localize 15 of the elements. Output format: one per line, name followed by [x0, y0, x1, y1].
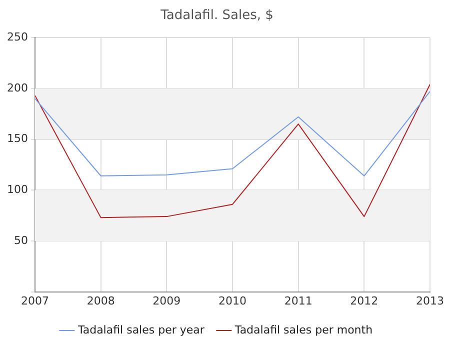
chart-title: Tadalafil. Sales, $ — [160, 8, 274, 24]
x-tick-label: 2012 — [350, 294, 378, 308]
x-tick-label: 2009 — [152, 294, 181, 308]
legend-label: Tadalafil sales per month — [234, 323, 373, 336]
x-tick-label: 2011 — [284, 294, 312, 308]
y-tick-label: 200 — [6, 81, 28, 94]
x-tick-label: 2010 — [218, 294, 246, 308]
x-tick-label: 2007 — [20, 294, 49, 308]
y-tick-label: 150 — [6, 132, 28, 146]
x-tick-label: 2013 — [416, 294, 444, 308]
y-tick-label: 100 — [6, 182, 28, 196]
y-tick-label: 50 — [14, 234, 28, 247]
legend-label: Tadalafil sales per year — [76, 323, 205, 336]
x-tick-label: 2008 — [86, 294, 115, 308]
y-tick-label: 250 — [6, 30, 28, 44]
